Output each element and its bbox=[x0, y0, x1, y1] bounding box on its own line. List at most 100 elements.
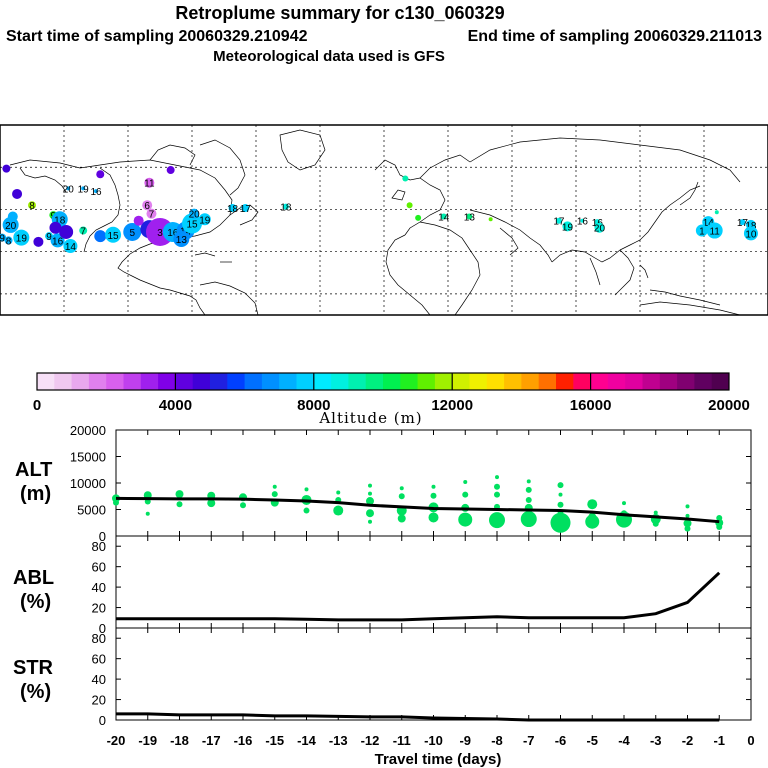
map-marker-label: 6 bbox=[144, 201, 150, 212]
x-tick-label: 0 bbox=[747, 733, 754, 748]
map-marker bbox=[94, 189, 98, 194]
map-marker-label: 14 bbox=[438, 212, 450, 223]
altitude-point bbox=[622, 501, 626, 506]
colorbar-tick-label: 20000 bbox=[708, 397, 750, 414]
colorbar-swatch bbox=[642, 373, 661, 390]
colorbar-swatch bbox=[348, 373, 367, 390]
start-time-label: Start time of sampling 20060329.210942 bbox=[6, 28, 308, 45]
colorbar-swatch bbox=[88, 373, 107, 390]
altitude-point bbox=[458, 512, 473, 527]
altitude-point bbox=[463, 479, 468, 484]
altitude-point bbox=[716, 523, 723, 530]
colorbar-swatch bbox=[106, 373, 124, 390]
map-marker bbox=[594, 222, 605, 233]
y-tick-label: 10000 bbox=[70, 476, 106, 491]
colorbar-swatch bbox=[659, 373, 678, 390]
y-tick-label: 0 bbox=[99, 621, 106, 636]
map-marker bbox=[66, 186, 71, 191]
colorbar-tick-label: 8000 bbox=[297, 397, 330, 414]
map-marker-label: 19 bbox=[78, 184, 90, 195]
map-marker-label: 8 bbox=[6, 236, 12, 247]
map-marker-label: 7 bbox=[149, 210, 155, 221]
map-coastlines bbox=[9, 129, 741, 316]
x-tick-label: -3 bbox=[650, 733, 662, 748]
alt-panel-label: ALT bbox=[15, 459, 52, 481]
map-marker bbox=[166, 166, 175, 175]
map-marker bbox=[189, 208, 200, 219]
map-marker bbox=[0, 233, 7, 242]
colorbar-swatch bbox=[175, 373, 194, 390]
map-marker-label: 15 bbox=[108, 231, 120, 242]
x-tick-label: -13 bbox=[329, 733, 348, 748]
altitude-point bbox=[494, 483, 500, 490]
map-marker bbox=[59, 224, 74, 239]
altitude-point bbox=[495, 475, 499, 480]
map-marker bbox=[33, 236, 44, 247]
colorbar-swatch bbox=[71, 373, 90, 390]
end-time-label: End time of sampling 20060329.211013 bbox=[468, 28, 762, 45]
str-panel-label: STR bbox=[13, 657, 54, 679]
y-tick-label: 40 bbox=[92, 672, 106, 687]
colorbar-swatch bbox=[227, 373, 246, 390]
x-tick-label: -8 bbox=[491, 733, 503, 748]
map-marker bbox=[739, 219, 746, 226]
altitude-point bbox=[489, 512, 505, 529]
map-marker-label: 16 bbox=[577, 217, 589, 228]
abl-panel-unit: (%) bbox=[20, 591, 51, 613]
map-marker-label: 16 bbox=[167, 228, 179, 239]
map-marker bbox=[144, 177, 155, 188]
colorbar-tick-label: 0 bbox=[33, 397, 41, 414]
x-axis-label: Travel time (days) bbox=[375, 751, 502, 768]
mean-altitude-line bbox=[115, 496, 720, 524]
x-tick-label: -9 bbox=[459, 733, 471, 748]
time-series-panels: 05000100001500020000020406080020406080-2… bbox=[70, 423, 755, 748]
map-marker-label: 16 bbox=[52, 236, 64, 247]
map-marker bbox=[706, 222, 723, 239]
colorbar-swatch bbox=[573, 373, 592, 390]
altitude-colorbar: 0 4000 8000 12000 16000 20000 bbox=[33, 372, 750, 414]
altitude-point bbox=[431, 484, 436, 489]
altitude-point bbox=[368, 519, 372, 524]
map-marker bbox=[13, 229, 30, 246]
map-marker bbox=[105, 226, 122, 243]
map-marker bbox=[4, 236, 13, 245]
altitude-point bbox=[683, 519, 692, 528]
altitude-point bbox=[176, 501, 183, 508]
map-markers: 8209819916149187155316141315192011672019… bbox=[0, 164, 758, 254]
altitude-point bbox=[525, 486, 532, 493]
colorbar-swatch bbox=[261, 373, 280, 390]
altitude-point bbox=[366, 509, 374, 518]
altitude-point bbox=[398, 493, 405, 500]
y-tick-label: 0 bbox=[99, 713, 106, 728]
map-marker bbox=[488, 217, 493, 222]
colorbar-tick-label: 12000 bbox=[431, 397, 473, 414]
x-tick-label: -16 bbox=[234, 733, 253, 748]
map-marker bbox=[406, 202, 413, 209]
altitude-point bbox=[585, 514, 600, 529]
str-panel: 0 20 40 60 80 bbox=[92, 627, 752, 728]
colorbar-swatch bbox=[140, 373, 159, 390]
colorbar-label: Altitude (m) bbox=[318, 409, 422, 427]
colorbar-swatch bbox=[244, 373, 263, 390]
map-marker bbox=[228, 204, 237, 213]
map-marker bbox=[12, 188, 23, 199]
map-marker bbox=[580, 218, 585, 223]
map-marker bbox=[241, 204, 250, 213]
altitude-point bbox=[175, 490, 184, 499]
map-marker-label: 20 bbox=[63, 184, 75, 195]
map-marker-label: 13 bbox=[176, 235, 188, 246]
str-series-line bbox=[116, 712, 720, 722]
colorbar-swatch bbox=[521, 373, 540, 390]
altitude-point bbox=[550, 512, 571, 533]
map-marker-label: 16 bbox=[90, 187, 102, 198]
x-tick-label: -10 bbox=[424, 733, 443, 748]
map-marker bbox=[555, 217, 562, 224]
colorbar-swatch bbox=[538, 373, 557, 390]
map-marker bbox=[63, 239, 78, 254]
altitude-point bbox=[462, 491, 469, 498]
map-marker bbox=[50, 233, 65, 248]
altitude-point bbox=[685, 504, 690, 509]
altitude-point bbox=[587, 499, 598, 510]
abl-panel-label: ABL bbox=[13, 567, 54, 589]
map-marker bbox=[133, 215, 144, 226]
